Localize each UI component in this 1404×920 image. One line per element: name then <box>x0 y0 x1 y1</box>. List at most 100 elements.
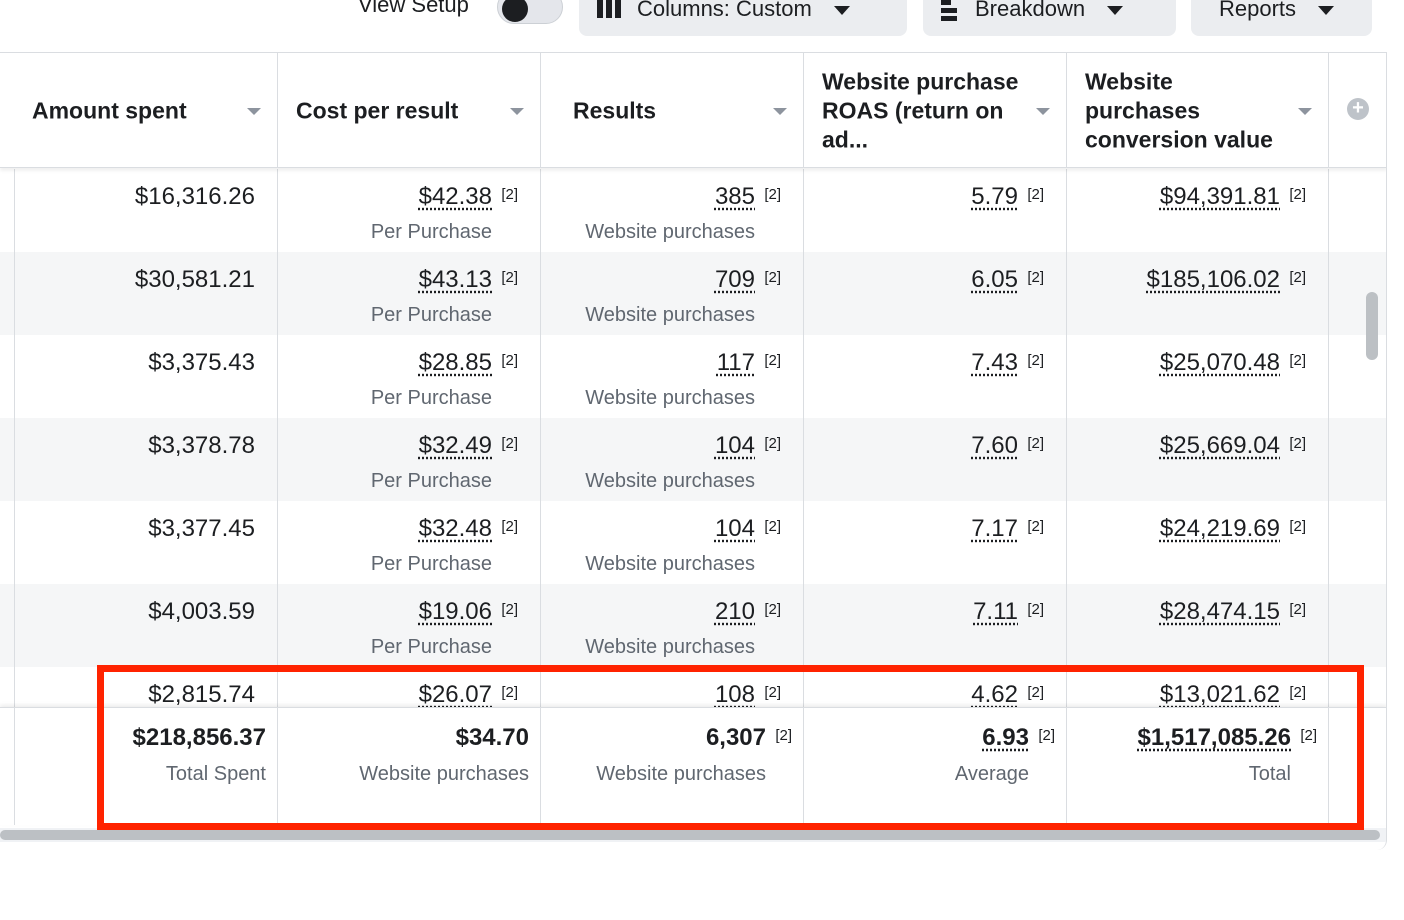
footnote-marker[interactable]: [2] <box>1027 352 1044 369</box>
footnote-marker[interactable]: [2] <box>1027 269 1044 286</box>
vertical-scrollbar-thumb[interactable] <box>1366 292 1378 360</box>
value-value[interactable]: $24,219.69 <box>1159 515 1280 542</box>
value-cost[interactable]: $19.06 <box>418 598 492 625</box>
summary-results: 6,307 <box>705 724 766 751</box>
footnote-marker[interactable]: [2] <box>1289 435 1306 452</box>
value-cost[interactable]: $26.07 <box>418 681 492 708</box>
footnote-marker[interactable]: [2] <box>501 518 518 535</box>
value-results[interactable]: 108 <box>714 681 755 708</box>
footnote-marker[interactable]: [2] <box>764 684 781 701</box>
sort-caret-icon[interactable] <box>510 108 524 115</box>
footnote-marker[interactable]: [2] <box>1027 435 1044 452</box>
footnote-marker[interactable]: [2] <box>501 435 518 452</box>
label-cost: Per Purchase <box>370 636 492 658</box>
sort-caret-icon[interactable] <box>1298 108 1312 115</box>
label-cost: Per Purchase <box>370 387 492 409</box>
footnote-marker[interactable]: [2] <box>501 352 518 369</box>
value-cost[interactable]: $32.49 <box>418 432 492 459</box>
value-roas[interactable]: 6.05 <box>971 266 1018 293</box>
footnote-marker[interactable]: [2] <box>764 269 781 286</box>
columns-button[interactable]: Columns: Custom <box>579 0 907 36</box>
sort-caret-icon[interactable] <box>247 108 261 115</box>
view-setup-toggle[interactable] <box>497 0 563 24</box>
cell-amount: $3,377.45 <box>14 501 277 584</box>
value-results[interactable]: 104 <box>714 515 755 542</box>
footnote-marker[interactable]: [2] <box>764 435 781 452</box>
summary-roas[interactable]: 6.93 <box>982 724 1029 751</box>
row-left-cell <box>0 584 14 667</box>
cell-amount: $3,378.78 <box>14 418 277 501</box>
value-roas[interactable]: 7.17 <box>971 515 1018 542</box>
row-spacer-cell <box>1328 418 1386 501</box>
footnote-marker[interactable]: [2] <box>764 352 781 369</box>
value-roas[interactable]: 4.62 <box>971 681 1018 708</box>
footnote-marker[interactable]: [2] <box>1289 601 1306 618</box>
footnote-marker[interactable]: [2] <box>1027 186 1044 203</box>
value-value[interactable]: $185,106.02 <box>1146 266 1280 293</box>
footnote-marker[interactable]: [2] <box>1027 684 1044 701</box>
footnote-marker[interactable]: [2] <box>501 601 518 618</box>
row-left-cell <box>0 418 14 501</box>
breakdown-button[interactable]: Breakdown <box>923 0 1176 36</box>
header-website-purchases-conversion-value[interactable]: Website purchases conversion value <box>1066 53 1328 168</box>
reports-button[interactable]: Reports <box>1191 0 1372 36</box>
footnote-marker[interactable]: [2] <box>764 518 781 535</box>
cell-amount: $16,316.26 <box>14 169 277 252</box>
footnote-marker[interactable]: [2] <box>764 601 781 618</box>
row-left-cell <box>0 252 14 335</box>
value-value[interactable]: $94,391.81 <box>1159 183 1280 210</box>
value-roas[interactable]: 5.79 <box>971 183 1018 210</box>
value-amount: $4,003.59 <box>148 598 255 625</box>
summary-value[interactable]: $1,517,085.26 <box>1137 724 1291 751</box>
value-cost[interactable]: $43.13 <box>418 266 492 293</box>
footnote-marker[interactable]: [2] <box>501 684 518 701</box>
value-roas[interactable]: 7.43 <box>971 349 1018 376</box>
footnote-marker[interactable]: [2] <box>501 269 518 286</box>
value-roas[interactable]: 7.60 <box>971 432 1018 459</box>
header-cost-per-result[interactable]: Cost per result <box>277 53 540 168</box>
value-results[interactable]: 210 <box>714 598 755 625</box>
summary-amount-label: Total Spent <box>165 763 266 785</box>
header-amount-spent[interactable]: Amount spent <box>0 53 277 168</box>
footnote-marker[interactable]: [2] <box>1289 186 1306 203</box>
footnote-marker[interactable]: [2] <box>501 186 518 203</box>
footnote-marker[interactable]: [2] <box>1289 518 1306 535</box>
footnote-marker[interactable]: [2] <box>1289 684 1306 701</box>
header-results[interactable]: Results <box>540 53 803 168</box>
footnote-marker[interactable]: [2] <box>1289 352 1306 369</box>
cell-amount: $4,003.59 <box>14 584 277 667</box>
row-left-cell <box>0 169 14 252</box>
value-cost[interactable]: $28.85 <box>418 349 492 376</box>
footnote-marker[interactable]: [2] <box>1027 601 1044 618</box>
value-results[interactable]: 117 <box>716 349 755 376</box>
footnote-marker[interactable]: [2] <box>775 727 792 744</box>
value-roas[interactable]: 7.11 <box>973 598 1018 625</box>
value-value[interactable]: $13,021.62 <box>1159 681 1280 708</box>
value-amount: $16,316.26 <box>134 183 255 210</box>
footnote-marker[interactable]: [2] <box>1300 727 1317 744</box>
value-value[interactable]: $28,474.15 <box>1159 598 1280 625</box>
value-cost[interactable]: $32.48 <box>418 515 492 542</box>
sort-caret-icon[interactable] <box>1036 108 1050 115</box>
label-cost: Per Purchase <box>370 553 492 575</box>
summary-roas-label: Average <box>954 763 1029 785</box>
value-results[interactable]: 709 <box>714 266 755 293</box>
footnote-marker[interactable]: [2] <box>764 186 781 203</box>
value-value[interactable]: $25,669.04 <box>1159 432 1280 459</box>
row-spacer-cell <box>1328 501 1386 584</box>
value-results[interactable]: 385 <box>714 183 755 210</box>
footnote-marker[interactable]: [2] <box>1038 727 1055 744</box>
footnote-marker[interactable]: [2] <box>1027 518 1044 535</box>
add-column-icon[interactable]: + <box>1347 98 1369 120</box>
cell-cost: $28.85 [2] Per Purchase <box>277 335 540 418</box>
value-value[interactable]: $25,070.48 <box>1159 349 1280 376</box>
cell-cost: $32.49 [2] Per Purchase <box>277 418 540 501</box>
cell-roas: 5.79 [2] <box>803 169 1066 252</box>
row-spacer-cell <box>1328 584 1386 667</box>
footnote-marker[interactable]: [2] <box>1289 269 1306 286</box>
sort-caret-icon[interactable] <box>773 108 787 115</box>
horizontal-scrollbar-thumb[interactable] <box>0 830 1380 840</box>
value-cost[interactable]: $42.38 <box>418 183 492 210</box>
header-website-purchase-roas[interactable]: Website purchase ROAS (return on ad... <box>803 53 1066 168</box>
value-results[interactable]: 104 <box>714 432 755 459</box>
